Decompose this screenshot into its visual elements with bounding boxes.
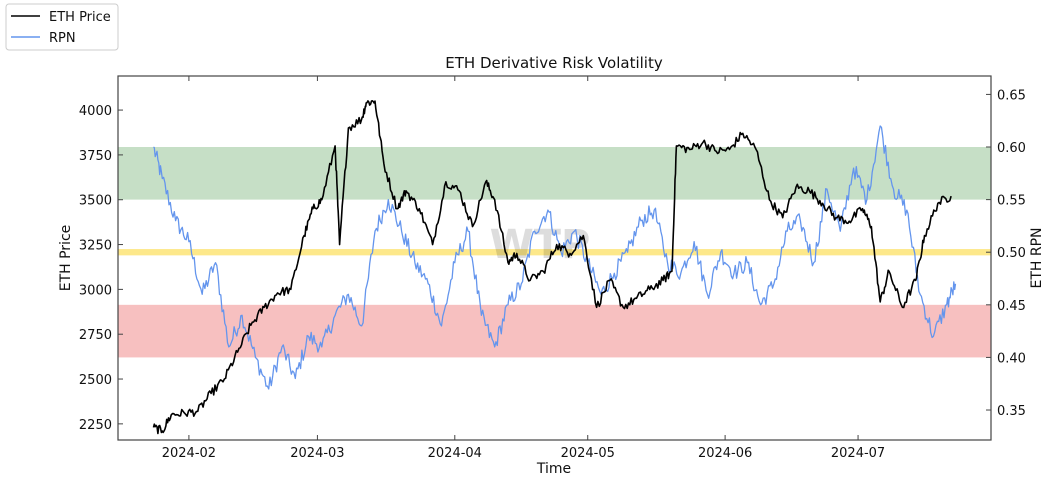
y-left-tick-label: 3750 bbox=[79, 149, 112, 164]
series-line-eth-price bbox=[152, 100, 952, 435]
legend: ETH Price RPN bbox=[5, 3, 119, 51]
high-risk-zone bbox=[118, 147, 991, 200]
y-left-tick-label: 2500 bbox=[79, 373, 112, 388]
y-left-tick-label: 3500 bbox=[79, 194, 112, 209]
legend-label-eth-price: ETH Price bbox=[49, 10, 111, 25]
y-left-tick-label: 3250 bbox=[79, 239, 112, 254]
y-right-tick-label: 0.55 bbox=[997, 194, 1026, 209]
series-line-rpn bbox=[153, 125, 957, 390]
x-tick-label: 2024-02 bbox=[162, 446, 216, 461]
y-right-tick-label: 0.60 bbox=[997, 141, 1026, 156]
y-axis-right: 0.35 0.40 0.45 0.50 0.55 0.60 0.65 bbox=[986, 88, 1026, 419]
y-right-tick-label: 0.65 bbox=[997, 88, 1026, 103]
y-left-tick-label: 2250 bbox=[79, 418, 112, 433]
x-tick-label: 2024-06 bbox=[698, 446, 752, 461]
y-axis-left-title: ETH Price bbox=[58, 225, 74, 292]
y-right-tick-label: 0.35 bbox=[997, 404, 1026, 419]
low-risk-zone bbox=[118, 304, 991, 358]
y-left-tick-label: 4000 bbox=[79, 104, 112, 119]
x-axis: 2024-02 2024-03 2024-04 2024-05 2024-06 2024-… bbox=[162, 76, 885, 461]
y-right-tick-label: 0.50 bbox=[997, 246, 1026, 261]
y-axis-left: 2250 2500 2750 3000 3250 3500 3750 4000 bbox=[79, 104, 123, 433]
series-layer bbox=[152, 100, 957, 435]
y-right-tick-label: 0.40 bbox=[997, 351, 1026, 366]
plot-frame bbox=[117, 75, 992, 441]
x-tick-label: 2024-03 bbox=[290, 446, 344, 461]
y-left-tick-label: 2750 bbox=[79, 328, 112, 343]
y-left-tick-label: 3000 bbox=[79, 283, 112, 298]
x-tick-label: 2024-05 bbox=[561, 446, 615, 461]
x-tick-label: 2024-07 bbox=[831, 446, 885, 461]
legend-label-rpn: RPN bbox=[49, 31, 76, 46]
x-tick-label: 2024-04 bbox=[428, 446, 482, 461]
y-right-tick-label: 0.45 bbox=[997, 299, 1026, 314]
chart-title: ETH Derivative Risk Volatility bbox=[445, 54, 663, 72]
watermark: WTP bbox=[490, 222, 591, 268]
y-axis-right-title: ETH RPN bbox=[1029, 227, 1045, 288]
x-axis-title: Time bbox=[536, 461, 571, 477]
